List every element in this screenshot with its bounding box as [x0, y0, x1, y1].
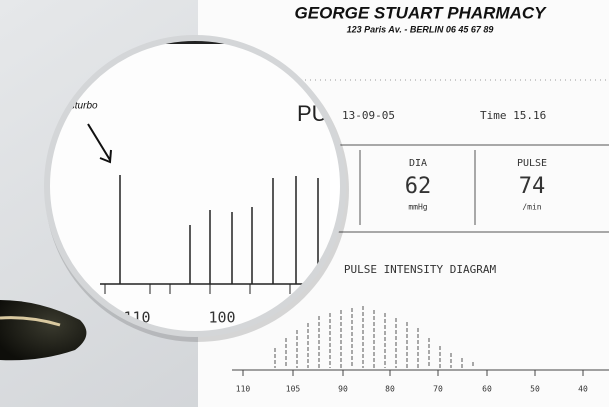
reading-value: 74 — [519, 174, 546, 199]
reading-value: 62 — [405, 174, 432, 199]
axis-label: 90 — [338, 385, 348, 394]
pharmacy-name: GEORGE STUART PHARMACY — [295, 3, 548, 22]
record-time: Time 15.16 — [480, 109, 546, 122]
screenshot: GEORGE STUART PHARMACY 123 Paris Av. - B… — [0, 0, 609, 407]
reading-unit: mmHg — [408, 203, 427, 212]
reading-label: DIA — [409, 158, 427, 169]
axis-label: 105 — [286, 385, 301, 394]
diagram-title: PULSE INTENSITY DIAGRAM — [344, 263, 497, 276]
pharmacy-address: 123 Paris Av. - BERLIN 06 45 67 89 — [347, 24, 494, 34]
axis-label: 110 — [236, 385, 251, 394]
axis-label: 70 — [433, 385, 443, 394]
axis-label: 50 — [530, 385, 540, 394]
axis-label: 80 — [385, 385, 395, 394]
axis-label: 40 — [578, 385, 588, 394]
lens-axis-label: 100 — [208, 309, 235, 327]
reading-label: PULSE — [517, 158, 547, 169]
axis-label: 60 — [482, 385, 492, 394]
reading-unit: /min — [522, 203, 541, 212]
record-date: 13-09-05 — [342, 109, 395, 122]
